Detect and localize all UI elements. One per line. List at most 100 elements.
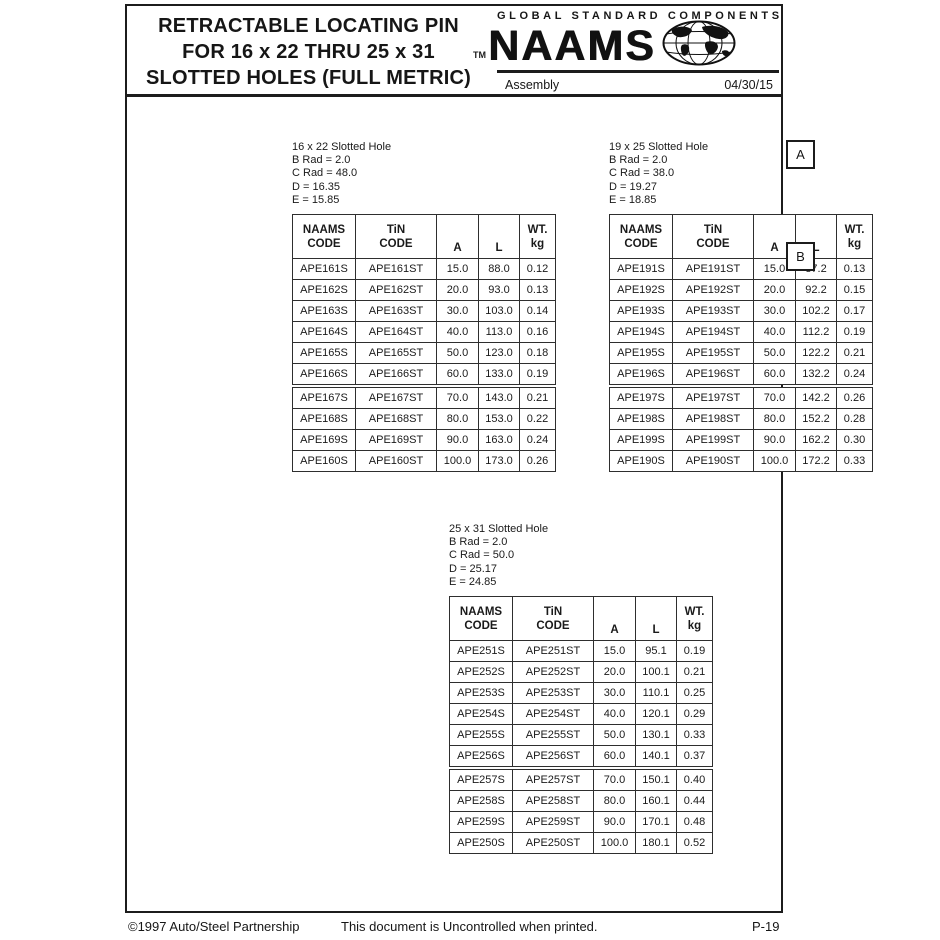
table-cell: 0.26 [836, 387, 873, 410]
table-cell: 0.28 [836, 408, 873, 431]
table-row: APE255S APE255ST 50.0 130.1 0.33 [449, 724, 713, 747]
parts-table-25x31: NAAMS CODE TiN CODE A L WT. kg APE251S AP… [449, 596, 713, 768]
page-title: RETRACTABLE LOCATING PIN FOR 16 x 22 THR… [131, 13, 486, 91]
table-row: APE190S APE190ST 100.0 172.2 0.33 [609, 450, 873, 473]
table-group-19x25: 19 x 25 Slotted Hole B Rad = 2.0 C Rad =… [609, 141, 873, 473]
table-cell: APE162S [292, 279, 356, 302]
spec-line: 19 x 25 Slotted Hole [609, 141, 709, 153]
spec-line: D = 16.35 [292, 180, 341, 193]
table-cell: 93.0 [478, 279, 520, 302]
table-cell: APE190S [609, 450, 673, 473]
table-cell: APE168ST [355, 408, 437, 431]
table-cell: 30.0 [753, 300, 796, 323]
table-cell: 70.0 [753, 387, 796, 410]
table-cell: APE191ST [672, 258, 754, 281]
table-cell: 0.24 [836, 363, 873, 386]
table-row: APE259S APE259ST 90.0 170.1 0.48 [449, 811, 713, 834]
table-row: APE253S APE253ST 30.0 110.1 0.25 [449, 682, 713, 705]
table-cell: APE250ST [512, 832, 594, 855]
table-row: APE254S APE254ST 40.0 120.1 0.29 [449, 703, 713, 726]
table-cell: 172.2 [795, 450, 837, 473]
spec-line: B Rad = 2.0 [292, 154, 351, 167]
table-cell: 0.14 [519, 300, 556, 323]
table-cell: 170.1 [635, 811, 677, 834]
table-cell: APE165S [292, 342, 356, 365]
table-cell: APE169ST [355, 429, 437, 452]
table-cell: 0.40 [676, 769, 713, 792]
table-cell: 103.0 [478, 300, 520, 323]
table-cell: APE252S [449, 661, 513, 684]
spec-line: C Rad = 48.0 [292, 167, 358, 180]
table-cell: 0.17 [836, 300, 873, 323]
col-tin-code: TiN CODE [512, 596, 594, 642]
col-wt-kg: WT. kg [836, 214, 873, 260]
table-cell: APE191S [609, 258, 673, 281]
hole-spec-19x25: 19 x 25 Slotted Hole B Rad = 2.0 C Rad =… [609, 141, 873, 207]
table-row: APE195S APE195ST 50.0 122.2 0.21 [609, 342, 873, 365]
table-cell: APE253S [449, 682, 513, 705]
hole-spec-25x31: 25 x 31 Slotted Hole B Rad = 2.0 C Rad =… [449, 523, 713, 589]
table-row: APE167S APE167ST 70.0 143.0 0.21 [292, 387, 556, 410]
header-row: NAAMS CODE TiN CODE A L WT. kg [609, 214, 873, 260]
table-row: APE193S APE193ST 30.0 102.2 0.17 [609, 300, 873, 323]
col-naams-code: NAAMS CODE [292, 214, 356, 260]
table-row: APE164S APE164ST 40.0 113.0 0.16 [292, 321, 556, 344]
table-body-top: APE191S APE191ST 15.0 87.2 0.13 APE192S APE192… [609, 258, 873, 386]
table-cell: 143.0 [478, 387, 520, 410]
table-cell: 0.33 [676, 724, 713, 747]
table-cell: 140.1 [635, 745, 677, 768]
table-cell: APE196ST [672, 363, 754, 386]
table-row: APE194S APE194ST 40.0 112.2 0.19 [609, 321, 873, 344]
table-row: APE250S APE250ST 100.0 180.1 0.52 [449, 832, 713, 855]
table-cell: 0.48 [676, 811, 713, 834]
table-cell: 0.21 [676, 661, 713, 684]
table-cell: 160.1 [635, 790, 677, 813]
col-naams-code: NAAMS CODE [449, 596, 513, 642]
table-cell: 113.0 [478, 321, 520, 344]
table-cell: APE251ST [512, 640, 594, 663]
table-cell: 142.2 [795, 387, 837, 410]
table-cell: 30.0 [436, 300, 479, 323]
table-cell: APE254S [449, 703, 513, 726]
table-cell: 20.0 [753, 279, 796, 302]
table-cell: 123.0 [478, 342, 520, 365]
table-cell: APE195S [609, 342, 673, 365]
table-cell: 0.33 [836, 450, 873, 473]
table-row: APE162S APE162ST 20.0 93.0 0.13 [292, 279, 556, 302]
table-cell: APE166ST [355, 363, 437, 386]
table-cell: 0.19 [836, 321, 873, 344]
table-row: APE256S APE256ST 60.0 140.1 0.37 [449, 745, 713, 768]
table-row: APE258S APE258ST 80.0 160.1 0.44 [449, 790, 713, 813]
table-body-bottom: APE197S APE197ST 70.0 142.2 0.26 APE198S APE19… [609, 387, 873, 473]
spec-line: E = 18.85 [609, 193, 657, 206]
table-cell: APE160ST [355, 450, 437, 473]
table-cell: APE197ST [672, 387, 754, 410]
table-cell: 90.0 [593, 811, 636, 834]
table-cell: APE254ST [512, 703, 594, 726]
table-cell: 132.2 [795, 363, 837, 386]
table-cell: 133.0 [478, 363, 520, 386]
table-cell: 30.0 [593, 682, 636, 705]
table-cell: APE164S [292, 321, 356, 344]
table-cell: APE257ST [512, 769, 594, 792]
table-header: NAAMS CODE TiN CODE A L WT. kg [609, 214, 873, 260]
table-row: APE198S APE198ST 80.0 152.2 0.28 [609, 408, 873, 431]
table-cell: APE160S [292, 450, 356, 473]
spec-line: B Rad = 2.0 [609, 154, 668, 167]
table-cell: APE199ST [672, 429, 754, 452]
table-group-25x31: 25 x 31 Slotted Hole B Rad = 2.0 C Rad =… [449, 523, 713, 855]
table-cell: APE192ST [672, 279, 754, 302]
table-group-16x22: 16 x 22 Slotted Hole B Rad = 2.0 C Rad =… [292, 141, 556, 473]
spec-line: B Rad = 2.0 [449, 536, 508, 549]
table-row: APE168S APE168ST 80.0 153.0 0.22 [292, 408, 556, 431]
table-cell: 20.0 [436, 279, 479, 302]
spec-line: 16 x 22 Slotted Hole [292, 141, 392, 153]
table-cell: APE250S [449, 832, 513, 855]
brand-name: NAAMS [488, 22, 656, 70]
header-row: NAAMS CODE TiN CODE A L WT. kg [449, 596, 713, 642]
table-header: NAAMS CODE TiN CODE A L WT. kg [449, 596, 713, 642]
parts-table-16x22: NAAMS CODE TiN CODE A L WT. kg APE161S AP… [292, 214, 556, 386]
table-row: APE196S APE196ST 60.0 132.2 0.24 [609, 363, 873, 386]
table-cell: APE195ST [672, 342, 754, 365]
table-cell: 70.0 [436, 387, 479, 410]
